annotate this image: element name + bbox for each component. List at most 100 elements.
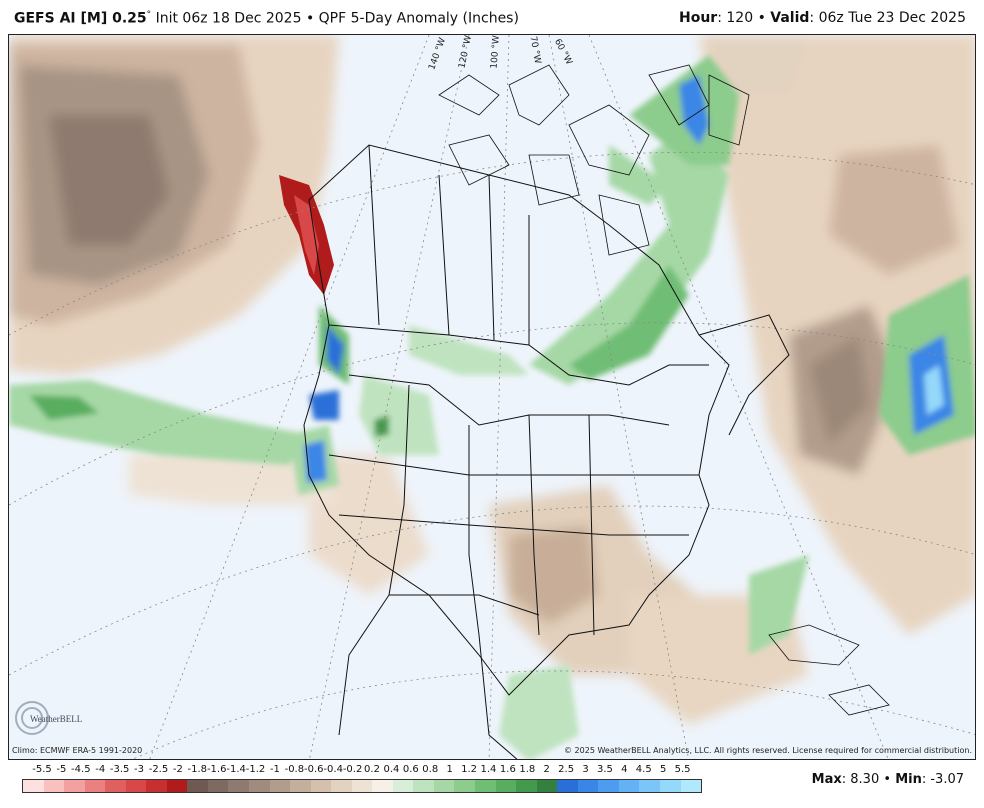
legend-swatch — [495, 780, 517, 792]
legend-swatch — [536, 780, 558, 792]
dry-anomaly-fields — [9, 35, 975, 725]
legend-label: -0.6 — [303, 764, 324, 775]
max-value: : 8.30 — [841, 772, 880, 787]
political-boundaries — [303, 144, 790, 759]
valid-label: Valid — [770, 10, 810, 26]
min-value: : -3.07 — [921, 772, 964, 787]
legend-label: -3 — [134, 764, 145, 775]
legend-swatch — [413, 780, 434, 792]
graticule — [9, 35, 975, 759]
legend-swatch — [105, 780, 126, 792]
legend-swatch — [475, 780, 496, 792]
legend-swatch — [125, 780, 147, 792]
legend-swatch — [454, 780, 476, 792]
legend-label: 1.4 — [480, 764, 497, 775]
climo-note: Climo: ECMWF ERA-5 1991-2020 — [12, 746, 143, 755]
max-min-stats: Max: 8.30 • Min: -3.07 — [812, 772, 964, 787]
legend-swatch — [557, 780, 578, 792]
copyright-note: © 2025 WeatherBELL Analytics, LLC. All r… — [564, 746, 972, 755]
legend-swatch — [290, 780, 311, 792]
title-bullet: • — [305, 10, 315, 27]
legend-swatch — [331, 780, 352, 792]
legend-label: 0.8 — [422, 764, 439, 775]
legend-label: 1.2 — [461, 764, 477, 775]
model-name: GEFS AI [M] 0.25 — [14, 10, 147, 27]
legend-label: -1.4 — [226, 764, 246, 775]
arctic-islands — [438, 64, 890, 716]
legend-label: 2.5 — [558, 764, 575, 775]
legend-swatch — [351, 780, 373, 792]
legend-label: 1.6 — [499, 764, 516, 775]
legend-label: 0.4 — [383, 764, 400, 775]
legend-label: -1.8 — [187, 764, 208, 775]
legend-label: -5 — [56, 764, 67, 775]
legend-label: -5.5 — [32, 764, 52, 775]
weatherbell-logo: WeatherBELL — [15, 701, 82, 735]
legend-swatch — [166, 780, 188, 792]
legend-label: 2 — [543, 764, 550, 775]
legend-label: -4.5 — [71, 764, 91, 775]
init-time: Init 06z 18 Dec 2025 — [155, 10, 302, 27]
legend-swatch — [598, 780, 619, 792]
legend-label: -0.8 — [284, 764, 305, 775]
legend-label: 4.5 — [635, 764, 652, 775]
wet-anomaly-fields — [9, 55, 975, 759]
legend-label: 1 — [446, 764, 453, 775]
legend-swatch — [64, 780, 85, 792]
valid-value: : 06z Tue 23 Dec 2025 — [809, 10, 966, 26]
degree-sign: ° — [146, 10, 152, 20]
min-label: Min — [895, 772, 922, 787]
header-bullet: • — [757, 10, 766, 26]
legend-color-bar — [22, 779, 702, 793]
legend-swatch — [310, 780, 332, 792]
legend-swatch — [516, 780, 537, 792]
legend-label: -2.5 — [148, 764, 169, 775]
legend-label: -1 — [269, 764, 280, 775]
legend-label: -0.2 — [342, 764, 363, 775]
logo-text: WeatherBELL — [30, 714, 82, 724]
legend-swatch — [269, 780, 291, 792]
legend-swatch — [433, 780, 455, 792]
hour-label: Hour — [679, 10, 718, 26]
legend-label: 4 — [621, 764, 628, 775]
legend-label: 1.8 — [519, 764, 536, 775]
legend-swatch — [618, 780, 640, 792]
coastal-dry-extreme — [279, 175, 334, 295]
legend-labels: -5.5 -5 -4.5 -4 -3.5 -3 -2.5 -2 -1.8 -1.6 -1.4 -1.2… — [22, 764, 702, 778]
legend-label: 3 — [582, 764, 589, 775]
legend-swatch — [372, 780, 393, 792]
legend-swatch — [228, 780, 250, 792]
legend-label: 5.5 — [674, 764, 691, 775]
legend-label: -1.6 — [206, 764, 227, 775]
legend-swatch — [680, 780, 702, 792]
color-scale-legend: -5.5 -5 -4.5 -4 -3.5 -3 -2.5 -2 -1.8 -1.6 -1.4 -1.2… — [22, 764, 702, 794]
product-name: QPF 5-Day Anomaly (Inches) — [318, 10, 519, 27]
legend-swatch — [84, 780, 106, 792]
legend-swatch — [23, 780, 44, 792]
legend-label: -4 — [95, 764, 106, 775]
map-canvas — [9, 35, 975, 759]
legend-label: -2 — [172, 764, 183, 775]
legend-swatch — [146, 780, 167, 792]
legend-label: 0.2 — [364, 764, 380, 775]
legend-label: 3.5 — [596, 764, 613, 775]
hour-value: : 120 — [717, 10, 754, 26]
legend-swatch — [392, 780, 414, 792]
legend-swatch — [249, 780, 270, 792]
precip-anomaly-map: 140 °W 120 °W 100 °W 70 °W 60 °W — [8, 34, 976, 760]
legend-swatch — [207, 780, 229, 792]
legend-label: -1.2 — [245, 764, 266, 775]
legend-label: 5 — [659, 764, 667, 775]
legend-label: -3.5 — [109, 764, 130, 775]
legend-swatch — [639, 780, 660, 792]
map-title: GEFS AI [M] 0.25° Init 06z 18 Dec 2025 •… — [14, 10, 519, 32]
legend-swatch — [43, 780, 65, 792]
legend-label: -0.4 — [323, 764, 343, 775]
stats-bullet: • — [883, 772, 892, 787]
valid-time-header: Hour: 120 • Valid: 06z Tue 23 Dec 2025 — [679, 10, 966, 32]
legend-swatch — [659, 780, 681, 792]
legend-swatch — [577, 780, 599, 792]
legend-swatch — [187, 780, 208, 792]
max-label: Max — [811, 772, 842, 787]
legend-label: 0.6 — [402, 764, 419, 775]
